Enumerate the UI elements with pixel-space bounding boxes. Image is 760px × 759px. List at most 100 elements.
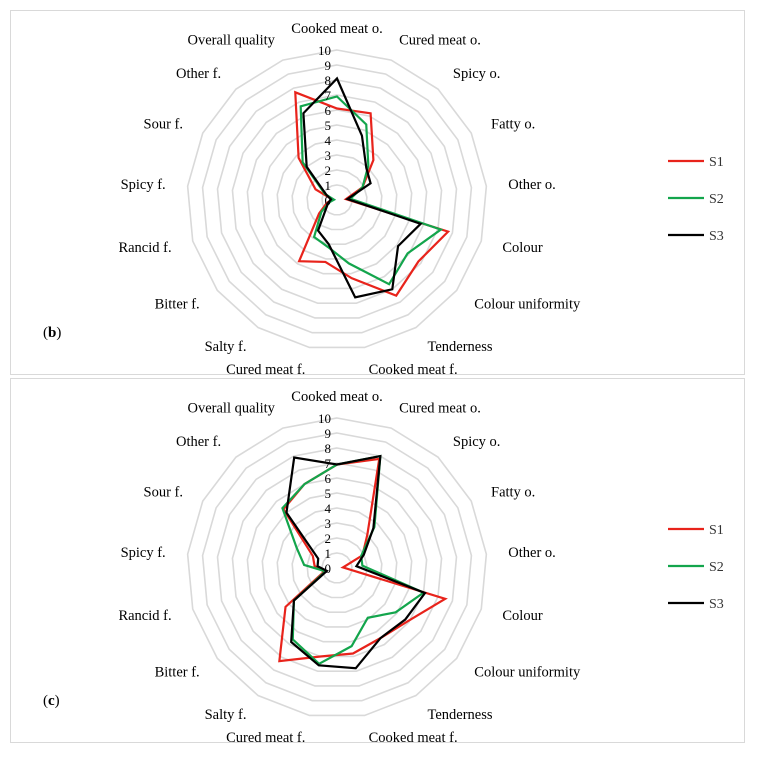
- axis-label-cured-meat-f: Cured meat f.: [226, 362, 305, 376]
- axis-label-other-f: Other f.: [176, 434, 221, 450]
- legend-label-s3: S3: [709, 229, 724, 244]
- grid-ring: [216, 79, 458, 319]
- panel-tag: (b): [43, 325, 61, 341]
- axis-label-cooked-meat-f: Cooked meat f.: [369, 730, 458, 744]
- series-line-s3: [285, 454, 427, 670]
- grid-ring: [186, 49, 488, 349]
- grid-ring: [276, 507, 398, 628]
- tick-label: 2: [325, 531, 332, 546]
- axis-label-cured-meat-f: Cured meat f.: [226, 730, 305, 744]
- grid-ring: [246, 477, 428, 658]
- tick-label: 4: [325, 501, 332, 516]
- tick-label: 5: [325, 118, 332, 133]
- radar-grid: [186, 49, 488, 349]
- tick-label: 0: [325, 193, 332, 208]
- grid-ring: [186, 417, 488, 717]
- tick-label: 10: [318, 43, 331, 58]
- grid-ring: [291, 154, 383, 246]
- axis-label-bitter-f: Bitter f.: [155, 297, 200, 313]
- axis-label-colour-uniformity: Colour uniformity: [474, 297, 581, 313]
- legend: S1 S2 S3: [668, 155, 724, 244]
- tick-label: 0: [325, 561, 332, 576]
- tick-label: 4: [325, 133, 332, 148]
- axis-label-other-o: Other o.: [508, 177, 556, 193]
- axis-label-bitter-f: Bitter f.: [155, 665, 200, 681]
- tick-label: 2: [325, 163, 332, 178]
- axis-label-tenderness: Tenderness: [428, 707, 493, 723]
- axis-label-sour-f: Sour f.: [144, 116, 183, 132]
- axis-label-sour-f: Sour f.: [144, 484, 183, 500]
- legend: S1 S2 S3: [668, 523, 724, 612]
- grid-ring: [231, 94, 443, 305]
- grid-ring: [261, 492, 413, 643]
- grid-ring: [246, 109, 428, 290]
- legend-label-s2: S2: [709, 560, 724, 575]
- axis-label-tenderness: Tenderness: [428, 339, 493, 355]
- grid-ring: [261, 124, 413, 275]
- grid-ring: [216, 447, 458, 687]
- grid-ring: [231, 462, 443, 673]
- axis-label-overall-quality: Overall quality: [188, 401, 276, 417]
- tick-label: 9: [325, 58, 332, 73]
- tick-label: 1: [325, 178, 332, 193]
- axis-label-other-f: Other f.: [176, 66, 221, 82]
- axis-label-salty-f: Salty f.: [205, 339, 247, 355]
- tick-label: 8: [325, 73, 332, 88]
- legend-label-s1: S1: [709, 523, 724, 538]
- axis-label-spicy-o: Spicy o.: [453, 434, 501, 450]
- radar-panel-b: Cooked meat o. Cured meat o. Spicy o. Fatty…: [10, 10, 745, 376]
- axis-label-rancid-f: Rancid f.: [118, 608, 171, 624]
- tick-label: 9: [325, 426, 332, 441]
- axis-label-salty-f: Salty f.: [205, 707, 247, 723]
- series-lines: [294, 76, 451, 299]
- axis-label-spicy-f: Spicy f.: [121, 177, 166, 193]
- tick-label: 3: [325, 148, 332, 163]
- legend-label-s3: S3: [709, 597, 724, 612]
- tick-label: 3: [325, 516, 332, 531]
- series-lines: [278, 454, 448, 670]
- panel-tag: (c): [43, 693, 60, 709]
- panel-letter: c: [48, 693, 55, 709]
- axis-label-cooked-meat-o: Cooked meat o.: [291, 389, 382, 405]
- axis-label-colour: Colour: [502, 240, 542, 256]
- tick-label: 6: [325, 103, 332, 118]
- radar-grid: [186, 417, 488, 717]
- axis-label-fatty-o: Fatty o.: [491, 116, 535, 132]
- axis-label-cooked-meat-f: Cooked meat f.: [369, 362, 458, 376]
- tick-label: 8: [325, 441, 332, 456]
- radar-panel-c: Cooked meat o. Cured meat o. Spicy o. Fatty…: [10, 378, 745, 744]
- axis-labels: Cooked meat o. Cured meat o. Spicy o. Fatty…: [118, 389, 581, 744]
- axis-label-spicy-o: Spicy o.: [453, 66, 501, 82]
- grid-ring: [201, 64, 473, 334]
- axis-label-colour-uniformity: Colour uniformity: [474, 665, 581, 681]
- grid-ring: [321, 552, 353, 584]
- axis-label-colour: Colour: [502, 608, 542, 624]
- tick-label: 6: [325, 471, 332, 486]
- radar-chart-b: Cooked meat o. Cured meat o. Spicy o. Fatty…: [43, 21, 724, 376]
- axis-label-fatty-o: Fatty o.: [491, 484, 535, 500]
- series-line-s3: [302, 76, 423, 299]
- axis-label-other-o: Other o.: [508, 545, 556, 561]
- panel-letter: b: [48, 325, 56, 341]
- axis-label-cured-meat-o: Cured meat o.: [399, 401, 481, 417]
- series-line-s2: [281, 454, 426, 666]
- axis-label-rancid-f: Rancid f.: [118, 240, 171, 256]
- tick-label: 1: [325, 546, 332, 561]
- tick-label: 5: [325, 486, 332, 501]
- tick-label: 7: [325, 456, 332, 471]
- tick-label: 10: [318, 411, 331, 426]
- grid-ring: [291, 522, 383, 614]
- axis-labels: Cooked meat o. Cured meat o. Spicy o. Fatty…: [118, 21, 581, 376]
- axis-label-overall-quality: Overall quality: [188, 33, 276, 49]
- axis-label-cured-meat-o: Cured meat o.: [399, 33, 481, 49]
- grid-ring: [201, 432, 473, 702]
- legend-label-s2: S2: [709, 192, 724, 207]
- axis-label-cooked-meat-o: Cooked meat o.: [291, 21, 382, 37]
- axis-label-spicy-f: Spicy f.: [121, 545, 166, 561]
- legend-label-s1: S1: [709, 155, 724, 170]
- tick-label: 7: [325, 88, 332, 103]
- grid-ring: [276, 139, 398, 260]
- radar-chart-c: Cooked meat o. Cured meat o. Spicy o. Fatty…: [43, 389, 724, 744]
